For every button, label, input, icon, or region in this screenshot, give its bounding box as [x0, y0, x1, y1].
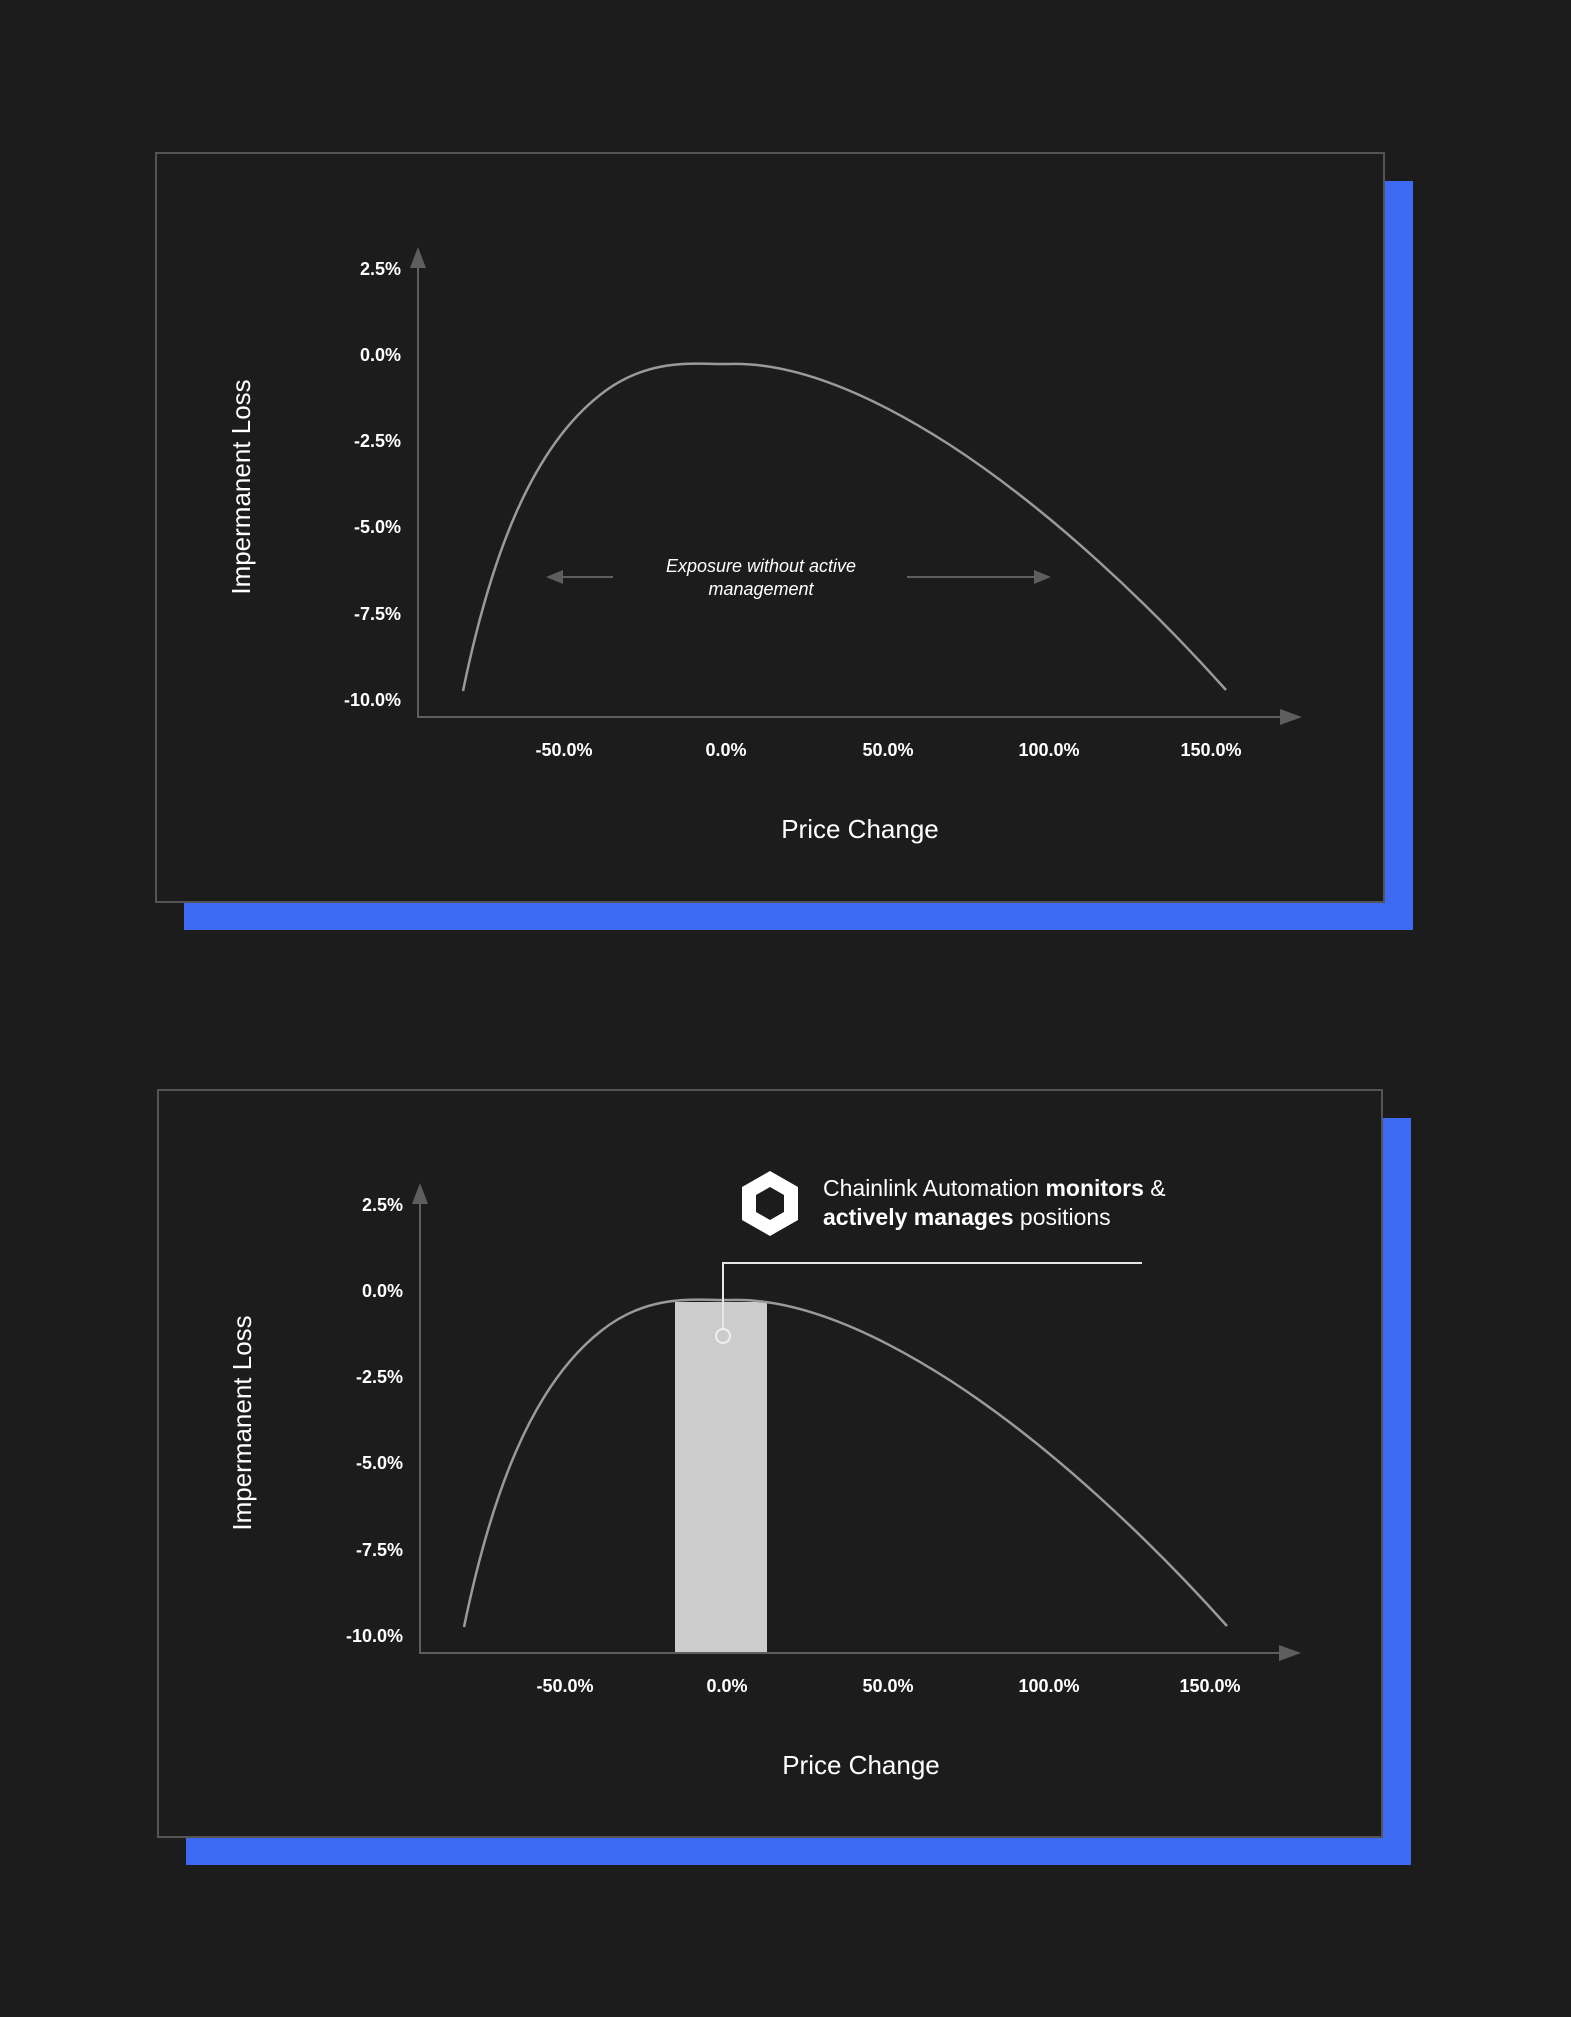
- callout-leader-line: [722, 1262, 1142, 1329]
- x-tick: 100.0%: [1018, 740, 1079, 760]
- annotation-text-line-1: Exposure without active: [666, 556, 856, 576]
- y-axis-arrow-icon: [410, 247, 426, 268]
- y-tick: -5.0%: [354, 517, 401, 537]
- callout-text-line-1: Chainlink Automation monitors &: [823, 1175, 1166, 1201]
- y-tick: 0.0%: [362, 1281, 403, 1301]
- x-axis-label: Price Change: [781, 814, 939, 844]
- x-tick: -50.0%: [535, 740, 592, 760]
- left-arrow-icon: [546, 570, 563, 584]
- chart-2: Impermanent Loss 2.5% 0.0% -2.5% -5.0% -…: [227, 1171, 1301, 1780]
- x-tick: 0.0%: [706, 1676, 747, 1696]
- right-arrow-icon: [1034, 570, 1051, 584]
- chart-card-2: [157, 1089, 1383, 1838]
- callout-bold: actively manages: [823, 1204, 1014, 1230]
- x-tick: 150.0%: [1179, 1676, 1240, 1696]
- annotation-text-line-2: management: [708, 579, 814, 599]
- chart-1: Impermanent Loss 2.5% 0.0% -2.5% -5.0% -…: [226, 247, 1302, 844]
- x-tick: 50.0%: [862, 740, 913, 760]
- x-axis-arrow-icon: [1280, 709, 1302, 725]
- x-tick: -50.0%: [536, 1676, 593, 1696]
- x-tick: 50.0%: [862, 1676, 913, 1696]
- y-tick: 2.5%: [360, 259, 401, 279]
- x-axis-ticks: -50.0% 0.0% 50.0% 100.0% 150.0%: [535, 740, 1241, 760]
- y-tick: -10.0%: [346, 1626, 403, 1646]
- y-tick: -5.0%: [356, 1453, 403, 1473]
- y-tick: -2.5%: [356, 1367, 403, 1387]
- y-tick: -10.0%: [344, 690, 401, 710]
- managed-range-band: [675, 1302, 767, 1653]
- impermanent-loss-curve: [462, 1298, 1228, 1628]
- x-axis-label: Price Change: [782, 1750, 940, 1780]
- y-tick: 2.5%: [362, 1195, 403, 1215]
- y-axis-arrow-icon: [412, 1183, 428, 1204]
- x-axis-arrow-icon: [1279, 1645, 1301, 1661]
- callout-regular: Chainlink Automation: [823, 1175, 1045, 1201]
- callout-tail: positions: [1014, 1204, 1111, 1230]
- x-tick: 150.0%: [1180, 740, 1241, 760]
- impermanent-loss-curve: [461, 362, 1227, 692]
- y-tick: 0.0%: [360, 345, 401, 365]
- callout-tail: &: [1144, 1175, 1166, 1201]
- y-tick: -7.5%: [354, 604, 401, 624]
- y-axis-ticks: 2.5% 0.0% -2.5% -5.0% -7.5% -10.0%: [346, 1195, 403, 1646]
- callout-anchor-point: [715, 1328, 731, 1344]
- y-axis-ticks: 2.5% 0.0% -2.5% -5.0% -7.5% -10.0%: [344, 259, 401, 710]
- x-tick: 100.0%: [1018, 1676, 1079, 1696]
- y-axis-label: Impermanent Loss: [227, 1315, 257, 1530]
- chainlink-hexagon-icon: [742, 1171, 798, 1236]
- y-axis-label: Impermanent Loss: [226, 379, 256, 594]
- x-tick: 0.0%: [705, 740, 746, 760]
- x-axis-ticks: -50.0% 0.0% 50.0% 100.0% 150.0%: [536, 1676, 1240, 1696]
- callout-bold: monitors: [1045, 1175, 1143, 1201]
- y-tick: -7.5%: [356, 1540, 403, 1560]
- callout-text-line-2: actively manages positions: [823, 1204, 1111, 1230]
- chart-card-1: [155, 152, 1385, 903]
- y-tick: -2.5%: [354, 431, 401, 451]
